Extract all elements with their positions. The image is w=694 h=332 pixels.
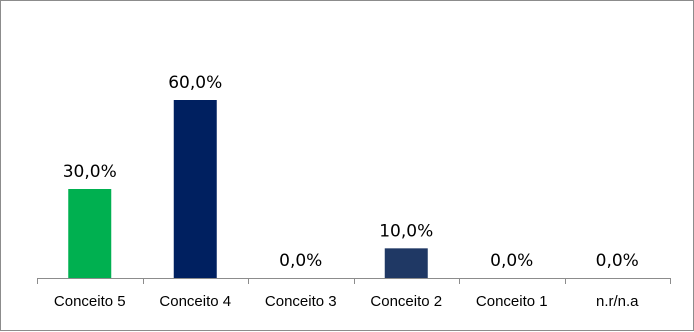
x-tick-label: Conceito 3: [265, 293, 337, 310]
x-tick-label: n.r/n.a: [596, 293, 639, 310]
x-tick-label: Conceito 5: [54, 293, 126, 310]
data-label: 0,0%: [596, 251, 639, 271]
data-label: 0,0%: [279, 251, 322, 271]
x-tick-label: Conceito 4: [159, 293, 231, 310]
data-label: 30,0%: [63, 162, 117, 182]
x-tick-label: Conceito 2: [370, 293, 442, 310]
data-label: 60,0%: [168, 73, 222, 93]
bar-conceito-4: [173, 100, 217, 278]
bar-conceito-5: [68, 189, 112, 278]
data-label: 0,0%: [490, 251, 533, 271]
x-tick-label: Conceito 1: [476, 293, 548, 310]
data-label: 10,0%: [379, 221, 433, 241]
bar-conceito-2: [384, 248, 428, 278]
